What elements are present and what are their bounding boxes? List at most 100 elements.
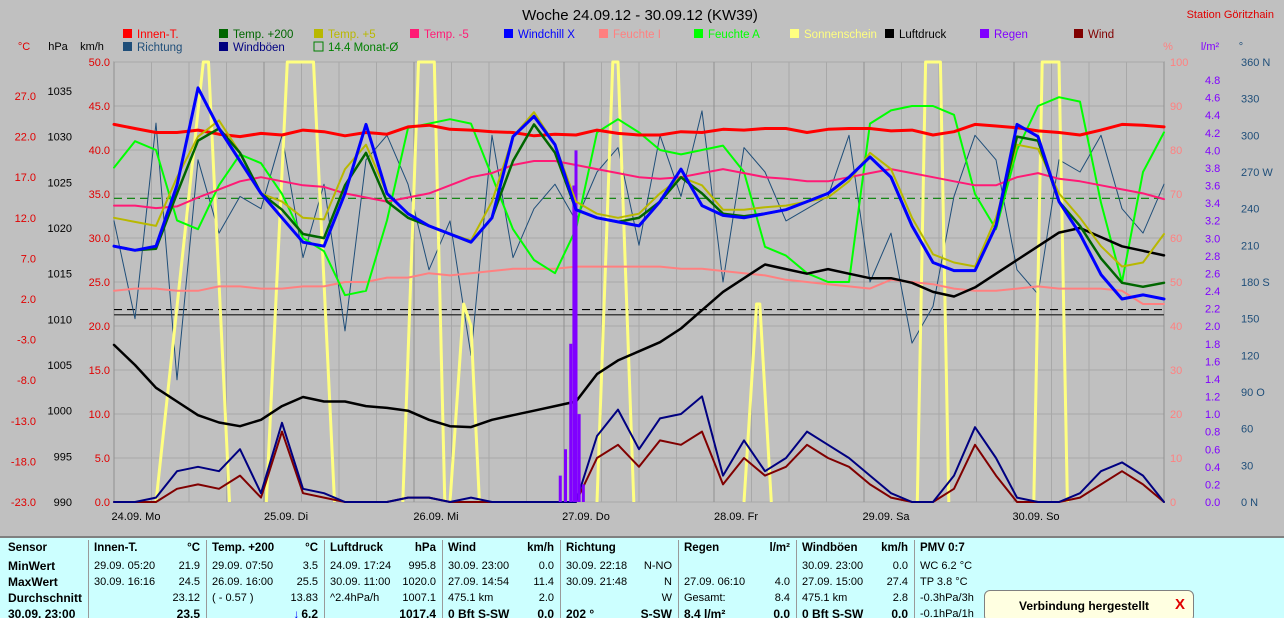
legend-entry: Temp. -5 (410, 29, 469, 41)
table-row: 202 ° S-SW (566, 606, 672, 618)
table-row: 29.09. 07:50 3.5 (212, 558, 318, 574)
cell-time: 26.09. 16:00 (212, 576, 274, 588)
table-row: 30.09. 23:00 0.0 (448, 558, 554, 574)
table-row: W (566, 590, 672, 606)
separator (442, 540, 443, 618)
separator (206, 540, 207, 618)
hpa-tick-label: 995 (54, 451, 72, 463)
row-label: MaxWert (8, 574, 88, 590)
col-windboeen: Windböen km/h 30.09. 23:00 0.0 27.09. 15:0… (802, 542, 908, 618)
row-current-label: 30.09. 23:00 (8, 607, 76, 618)
legend-label: Feuchte A (708, 29, 760, 41)
row-avg-label: Durchschnitt (8, 591, 83, 605)
legend-swatch (885, 29, 894, 38)
cell-value: 23.5 (176, 607, 200, 618)
table-row: TP 3.8 °C (920, 574, 990, 590)
row-label: Durchschnitt (8, 590, 88, 606)
table-row: 30.09. 22:18 N-NO (566, 558, 672, 574)
row-min-label: MinWert (8, 559, 56, 573)
rain-tick-label: 2.4 (1205, 286, 1220, 298)
table-row: 30.09. 16:16 24.5 (94, 574, 200, 590)
legend-label: Temp. +5 (328, 29, 376, 41)
table-row (684, 558, 790, 574)
separator (324, 540, 325, 618)
close-icon[interactable]: X (1174, 596, 1185, 613)
celsius-tick-label: 17.0 (15, 172, 36, 184)
cell-value: N (664, 576, 672, 588)
cell-value: 21.9 (178, 560, 200, 572)
percent-tick-label: 0 (1170, 497, 1176, 509)
series-innen-t (112, 122, 1166, 139)
rain-tick-label: 4.0 (1205, 145, 1220, 157)
table-row: ^2.4hPa/h 1007.1 (330, 590, 436, 606)
rain-tick-label: 1.4 (1205, 374, 1220, 386)
x-tick-label: 27.09. Do (562, 511, 610, 523)
cell-value: 0.0 (537, 607, 554, 618)
direction-tick-label: 210 (1241, 240, 1259, 252)
direction-tick-label: 360 N (1241, 57, 1270, 69)
header-label: Innen-T. (94, 542, 138, 554)
hpa-tick-label: 990 (54, 497, 72, 509)
cell-time: 30.09. 23:00 (802, 560, 864, 572)
legend-label: Windchill X (518, 29, 575, 41)
series-wind (113, 430, 1165, 503)
header-label: Regen (684, 542, 720, 554)
legend-entry: Windchill X (504, 29, 575, 41)
kmh-tick-label: 45.0 (89, 101, 110, 113)
col-header: Regen l/m² (684, 542, 790, 558)
table-row: 0 Bft S-SW 0.0 (448, 606, 554, 618)
table-row: 1017.4 (330, 606, 436, 618)
legend-swatch (694, 29, 703, 38)
separator (560, 540, 561, 618)
axes: 27.0 22.0 17.0 12.0 7.0 2.0 -3.0 -8.0 -13.0 -18.0… (11, 41, 1273, 523)
legend-entry: Temp. +5 (314, 29, 376, 41)
rain-tick-label: 3.6 (1205, 181, 1220, 193)
legend-entry: Richtung (123, 42, 182, 54)
table-row: 27.09. 06:10 4.0 (684, 574, 790, 590)
cell-time: 29.09. 05:20 (94, 560, 156, 572)
percent-tick-label: 90 (1170, 101, 1182, 113)
separator (796, 540, 797, 618)
cell-time: 475.1 km (802, 592, 848, 604)
celsius-tick-label: -23.0 (11, 497, 36, 509)
cell-value: 13.83 (290, 592, 318, 604)
percent-tick-label: 100 (1170, 57, 1188, 69)
series-luftdruck (112, 226, 1166, 429)
legend-entry: Luftdruck (885, 29, 947, 41)
legend-entry: Wind (1074, 29, 1114, 41)
cell-value: 24.5 (178, 576, 200, 588)
series-sonnenschein (448, 302, 481, 503)
celsius-tick-label: 2.0 (21, 294, 36, 306)
header-label: Temp. +200 (212, 542, 275, 554)
legend-entry: 14.4 Monat-Ø (313, 41, 398, 54)
celsius-axis-label: °C (18, 41, 30, 53)
kmh-tick-label: 20.0 (89, 321, 110, 333)
cell-time: 30.09. 11:00 (330, 576, 391, 588)
rain-tick-label: 0.2 (1205, 479, 1220, 491)
hpa-tick-label: 1010 (48, 314, 72, 326)
celsius-tick-label: -13.0 (11, 416, 36, 428)
direction-tick-label: 240 (1241, 204, 1259, 216)
rain-tick-label: 2.2 (1205, 304, 1220, 316)
table-row: 29.09. 05:20 21.9 (94, 558, 200, 574)
col-header: PMV 0:7 (920, 542, 990, 558)
connection-toast[interactable]: Verbindung hergestellt X (984, 590, 1194, 618)
separator (88, 540, 89, 618)
col-header: Windböen km/h (802, 542, 908, 558)
hpa-tick-label: 1000 (48, 406, 72, 418)
kmh-tick-label: 50.0 (89, 57, 110, 69)
legend-entry: Feuchte I (599, 29, 661, 41)
table-row: Gesamt: 8.4 (684, 590, 790, 606)
legend-swatch (504, 29, 513, 38)
kmh-tick-label: 35.0 (89, 189, 110, 201)
direction-tick-label: 60 (1241, 424, 1253, 436)
kmh-tick-label: 40.0 (89, 145, 110, 157)
header-unit: °C (305, 542, 318, 554)
rain-tick-label: 2.8 (1205, 251, 1220, 263)
cell-value: 1020.0 (402, 576, 436, 588)
cell-time: Gesamt: (684, 592, 726, 604)
percent-tick-label: 50 (1170, 277, 1182, 289)
cell-time: ^2.4hPa/h (330, 592, 380, 604)
series-sonnenschein (264, 60, 336, 503)
cell-value: S-SW (640, 607, 672, 618)
